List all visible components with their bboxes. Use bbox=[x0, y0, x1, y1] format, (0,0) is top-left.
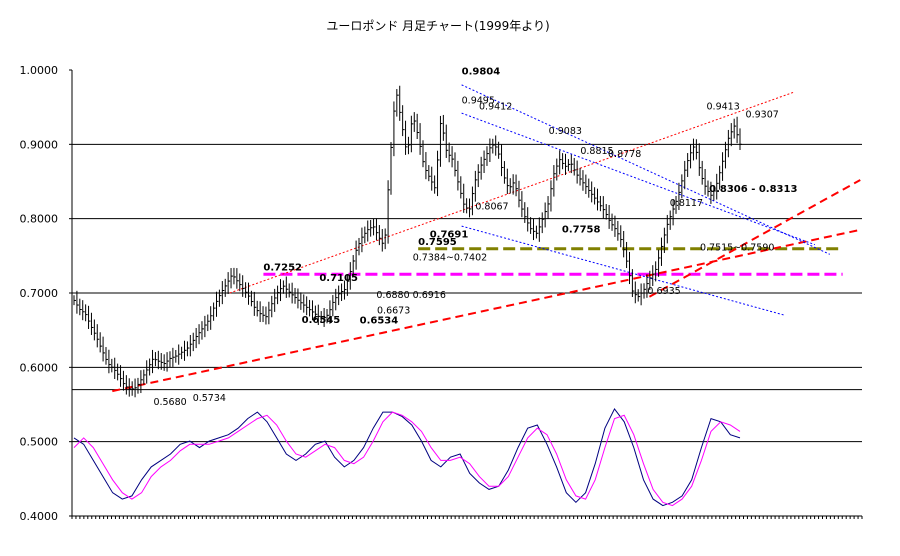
trend-line bbox=[461, 84, 831, 255]
price-label: 0.9413 bbox=[707, 102, 740, 113]
y-tick-label: 0.6000 bbox=[20, 361, 59, 374]
trend-line bbox=[461, 112, 816, 246]
price-label: 0.7515~0.7590 bbox=[700, 243, 774, 254]
price-label: 0.8306 - 0.8313 bbox=[709, 184, 797, 195]
price-label: 0.5734 bbox=[193, 393, 226, 404]
price-label: 0.8815 bbox=[580, 146, 613, 157]
gridlines bbox=[72, 143, 862, 443]
price-label: 0.6534 bbox=[360, 316, 399, 327]
price-label: 0.7105 bbox=[319, 273, 358, 284]
trend-lines bbox=[112, 84, 861, 393]
price-label: 0.9495 bbox=[462, 96, 495, 107]
price-label: 0.6545 bbox=[302, 315, 341, 326]
y-tick-label: 1.0000 bbox=[20, 64, 59, 77]
chart-title: ユーロポンド 月足チャート(1999年より) bbox=[326, 19, 549, 33]
price-label: 0.9412 bbox=[479, 102, 512, 113]
price-label: 0.6673 bbox=[377, 305, 410, 316]
trend-line bbox=[112, 228, 861, 393]
x-tick-marks bbox=[69, 69, 863, 519]
oscillator bbox=[73, 407, 741, 507]
trend-line bbox=[648, 179, 861, 298]
price-label: 0.6880 0.6916 bbox=[376, 290, 446, 301]
price-label: 0.7252 bbox=[263, 262, 302, 273]
y-tick-labels: 0.4000 0.5000 0.6000 0.7000 0.8000 0.9000 1.00… bbox=[20, 64, 59, 523]
price-bars bbox=[73, 85, 742, 398]
price-label: 0.9083 bbox=[549, 126, 582, 137]
y-tick-label: 0.9000 bbox=[20, 138, 59, 151]
price-label: 0.8117 bbox=[670, 198, 703, 209]
price-label: 0.7758 bbox=[562, 225, 601, 236]
y-tick-label: 0.7000 bbox=[20, 287, 59, 300]
horizontal-levels bbox=[263, 247, 843, 276]
y-tick-label: 0.8000 bbox=[20, 213, 59, 226]
price-label: 0.8778 bbox=[608, 149, 641, 160]
price-label: 0.6935 bbox=[647, 286, 680, 297]
y-tick-label: 0.5000 bbox=[20, 436, 59, 449]
price-label: 0.8067 bbox=[475, 202, 508, 213]
price-label: 0.9804 bbox=[462, 67, 501, 78]
price-label: 0.7595 bbox=[418, 237, 457, 248]
y-tick-label: 0.4000 bbox=[20, 510, 59, 523]
oscillator-line bbox=[73, 411, 741, 507]
price-label: 0.9307 bbox=[746, 110, 779, 121]
price-label: 0.5680 bbox=[153, 397, 186, 408]
price-label: 0.7691 bbox=[430, 230, 469, 241]
price-label: 0.7384~0.7402 bbox=[413, 252, 487, 263]
oscillator-line bbox=[73, 407, 741, 507]
